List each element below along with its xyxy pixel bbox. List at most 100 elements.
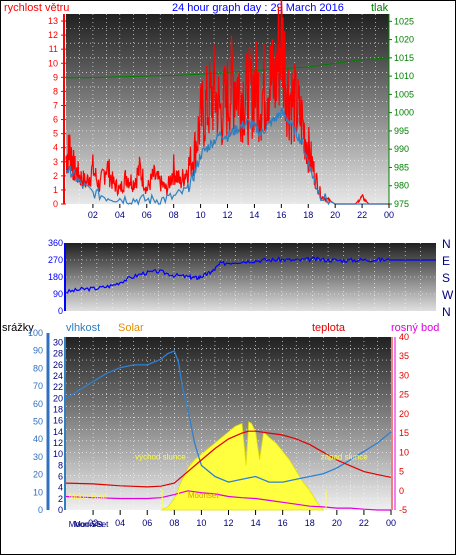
- wind-x-tick-label: 00: [384, 210, 394, 220]
- compass-label: E: [442, 254, 450, 268]
- wind-axis-tick-label: 8: [53, 86, 58, 96]
- wind-speed-line: [66, 107, 388, 206]
- wind-x-tick-label: 06: [142, 210, 152, 220]
- humidity-axis-tick-label: 12: [53, 438, 63, 448]
- humidity-axis-tick-label: 4: [58, 483, 63, 493]
- pressure-axis-tick-label: 990: [394, 144, 409, 154]
- moonset-annotation: Moonset: [188, 491, 219, 500]
- wind-axis-tick-label: 2: [53, 171, 58, 181]
- wind-x-tick-label: 18: [303, 210, 313, 220]
- humidity-axis-tick-label: 0: [58, 505, 63, 515]
- temperature-axis-tick-label: 0: [399, 486, 404, 496]
- humidity-axis-tick-label: 6: [58, 472, 63, 482]
- temp-x-tick-label: 16: [278, 518, 288, 528]
- direction-axis-tick-label: 360: [48, 238, 63, 248]
- rain-axis-tick-label: 90: [33, 346, 43, 356]
- solar-area: [160, 421, 325, 511]
- chart-title: 24 hour graph day : 29 March 2016: [172, 2, 344, 14]
- wind-axis-tick-label: 0: [53, 199, 58, 209]
- rain-axis-tick-label: 60: [33, 399, 43, 409]
- rain-axis-tick-label: 20: [33, 470, 43, 480]
- direction-axis-tick-label: 90: [53, 289, 63, 299]
- wind-x-tick-label: 12: [222, 210, 232, 220]
- humidity-axis-tick-label: 2: [58, 494, 63, 504]
- wind-x-tick-label: 08: [169, 210, 179, 220]
- pressure-axis-tick-label: 1000: [394, 108, 414, 118]
- rain-axis-label: srážky: [2, 322, 34, 334]
- pressure-axis-label: tlak: [371, 2, 389, 14]
- temperature-axis-tick-label: 40: [399, 332, 409, 342]
- temperature-axis-tick-label: -5: [399, 505, 407, 515]
- direction-axis-tick-label: 180: [48, 272, 63, 282]
- moon-set-annotation-overlap: Moon Set: [74, 520, 109, 529]
- humidity-axis-tick-label: 24: [53, 371, 63, 381]
- wind-axis-tick-label: 10: [48, 58, 58, 68]
- temp-x-tick-label: 18: [305, 518, 315, 528]
- dewpoint-line: [65, 490, 391, 511]
- direction-axis-tick-label: 270: [48, 255, 63, 265]
- solar-label: Solar: [118, 322, 144, 334]
- moon-set-annotation: Moon Set: [69, 520, 104, 529]
- temperature-axis-tick-label: 35: [399, 351, 409, 361]
- wind-axis-tick-label: 11: [49, 44, 58, 54]
- temperature-axis-tick-label: 25: [399, 390, 409, 400]
- direction-chart-series: [65, 256, 436, 294]
- sunrise-annotation: východ slunce: [135, 452, 186, 461]
- pressure-axis-tick-label: 1020: [394, 35, 414, 45]
- temp-x-tick-label: 06: [142, 518, 152, 528]
- compass-label: N: [442, 305, 451, 319]
- pressure-axis-tick-label: 1025: [394, 16, 414, 26]
- direction-axis-tick-label: 0: [58, 306, 63, 316]
- humidity-axis-tick-label: 30: [53, 338, 63, 348]
- wind-x-tick-label: 04: [115, 210, 125, 220]
- wind-axis-tick-label: 12: [48, 30, 58, 40]
- wind-x-tick-label: 02: [88, 210, 98, 220]
- sunset-annotation: západ slunce: [321, 452, 369, 461]
- rain-axis-tick-label: 70: [33, 381, 43, 391]
- temperature-axis-label: teplota: [312, 322, 346, 334]
- temp-x-tick-label: 12: [223, 518, 233, 528]
- wind-axis-tick-label: 6: [53, 115, 58, 125]
- wind-chart-series: [65, 0, 390, 206]
- temp-x-tick-label: 14: [251, 518, 261, 528]
- pressure-axis-tick-label: 980: [394, 181, 409, 191]
- pressure-axis-tick-label: 1015: [394, 53, 414, 63]
- wind-axis-tick-label: 3: [53, 157, 58, 167]
- humidity-axis-tick-label: 8: [58, 460, 63, 470]
- moon-rise-annotation: Moon Rise: [69, 492, 108, 501]
- wind-axis-tick-label: 13: [48, 16, 58, 26]
- temp-x-tick-label: 22: [359, 518, 369, 528]
- rain-axis-tick-label: 0: [38, 505, 43, 515]
- rain-axis-tick-label: 30: [33, 452, 43, 462]
- wind-x-tick-label: 14: [249, 210, 259, 220]
- wind-chart-axes: 0123456789101112139759809859909951000100…: [48, 14, 414, 220]
- dewpoint-axis-label: rosný bod: [391, 322, 439, 334]
- pressure-axis-tick-label: 985: [394, 162, 409, 172]
- humidity-axis-tick-label: 18: [53, 405, 63, 415]
- temperature-axis-tick-label: 5: [399, 467, 404, 477]
- humidity-axis-tick-label: 16: [53, 416, 63, 426]
- compass-label: S: [442, 271, 450, 285]
- humidity-line: [65, 350, 392, 483]
- wind-x-tick-label: 20: [330, 210, 340, 220]
- humidity-axis-tick-label: 10: [53, 449, 63, 459]
- wind-axis-tick-label: 7: [53, 100, 58, 110]
- wind-x-tick-label: 16: [276, 210, 286, 220]
- humidity-axis-tick-label: 14: [53, 427, 63, 437]
- humidity-axis-tick-label: 26: [53, 360, 63, 370]
- wind-axis-tick-label: 5: [53, 129, 58, 139]
- wind-axis-tick-label: 4: [53, 143, 58, 153]
- humidity-axis-tick-label: 20: [53, 393, 63, 403]
- pressure-axis-tick-label: 975: [394, 199, 409, 209]
- rain-axis-tick-label: 80: [33, 363, 43, 373]
- rain-axis-tick-label: 10: [33, 487, 43, 497]
- wind-x-tick-label: 22: [357, 210, 367, 220]
- wind-speed-axis-label: rychlost větru: [4, 2, 69, 14]
- wind-axis-tick-label: 9: [53, 72, 58, 82]
- temp-x-tick-label: 02: [88, 518, 98, 528]
- temp-x-tick-label: 04: [115, 518, 125, 528]
- humidity-axis-tick-label: 28: [53, 349, 63, 359]
- humidity-axis-label: vlhkost: [66, 322, 100, 334]
